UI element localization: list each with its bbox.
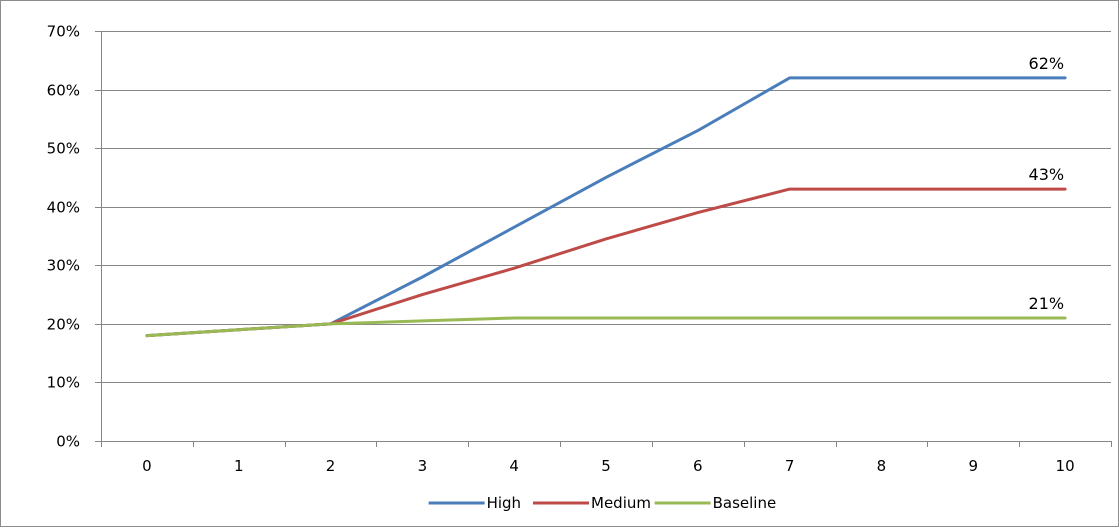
series-line-medium: [145, 187, 1067, 338]
x-tick-label: 8: [877, 457, 887, 475]
x-tick-label: 7: [785, 457, 795, 475]
legend-label-medium: Medium: [591, 494, 651, 512]
data-label-high: 62%: [1029, 54, 1065, 73]
y-tick-label: 40%: [47, 199, 80, 217]
x-tick-label: 4: [509, 457, 519, 475]
y-tick-label: 0%: [56, 433, 80, 451]
y-tick-label: 60%: [47, 82, 80, 100]
y-tick-label: 70%: [47, 23, 80, 41]
x-tick-label: 3: [418, 457, 428, 475]
x-tick-label: 6: [693, 457, 703, 475]
x-tick-label: 10: [1056, 457, 1075, 475]
x-tick-label: 0: [142, 457, 152, 475]
legend-label-baseline: Baseline: [713, 494, 777, 512]
y-tick-label: 20%: [47, 316, 80, 334]
x-tick-label: 2: [326, 457, 336, 475]
series-line-baseline: [145, 316, 1067, 338]
x-tick-label: 5: [601, 457, 611, 475]
y-tick-label: 50%: [47, 140, 80, 158]
x-tick-label: 1: [234, 457, 244, 475]
legend-label-high: High: [487, 494, 521, 512]
y-tick-label: 30%: [47, 257, 80, 275]
data-label-baseline: 21%: [1029, 294, 1065, 313]
series-line-high: [145, 76, 1067, 338]
x-tick-label: 9: [968, 457, 978, 475]
y-tick-label: 10%: [47, 374, 80, 392]
data-label-medium: 43%: [1029, 165, 1065, 184]
